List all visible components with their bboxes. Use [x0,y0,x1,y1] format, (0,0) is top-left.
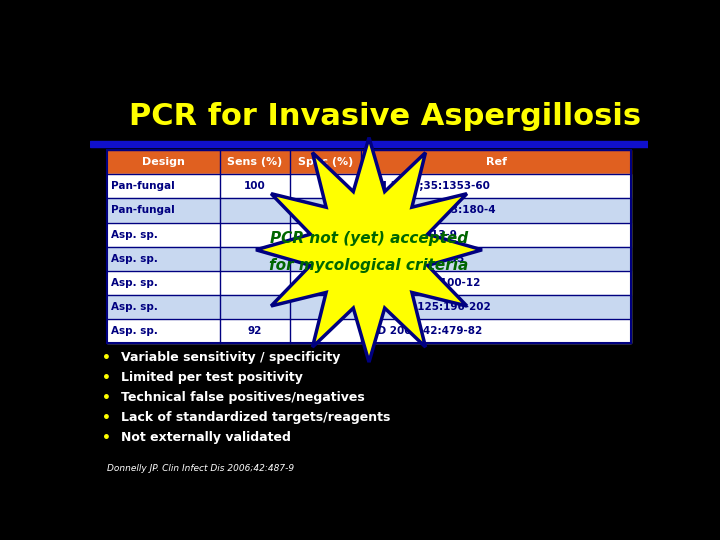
Text: •: • [102,391,111,405]
Text: CID 2006;42:479-82: CID 2006;42:479-82 [366,326,482,336]
Text: JCI 2004;125:196-202: JCI 2004;125:196-202 [366,302,491,312]
Text: Asp. sp.: Asp. sp. [111,302,158,312]
Text: Design: Design [142,157,184,167]
Text: 100: 100 [244,181,266,191]
Text: Variable sensitivity / specificity: Variable sensitivity / specificity [121,352,340,365]
Bar [107,174,631,198]
Bar [90,141,648,147]
Text: JID 2001;001100-12: JID 2001;001100-12 [366,278,481,288]
Text: PCR for Invasive Aspergillosis: PCR for Invasive Aspergillosis [129,102,642,131]
Text: for mycological criteria: for mycological criteria [269,258,469,273]
Text: Technical false positives/negatives: Technical false positives/negatives [121,392,364,404]
Text: •: • [102,431,111,445]
Text: Asp. sp.: Asp. sp. [111,326,158,336]
Text: 92: 92 [248,326,262,336]
Text: Asp. sp.: Asp. sp. [111,230,158,240]
Text: Pan-fungal: Pan-fungal [111,205,175,215]
Bar [107,198,631,222]
Text: Lack of standardized targets/reagents: Lack of standardized targets/reagents [121,411,390,424]
Text: Asp. sp.: Asp. sp. [111,254,158,264]
Text: Sens (%): Sens (%) [228,157,282,167]
Bar [107,247,631,271]
Bar [107,319,631,343]
Text: Asp. sp.: Asp. sp. [111,278,158,288]
Text: •: • [102,371,111,385]
Text: PCR not (yet) accepted: PCR not (yet) accepted [270,231,468,246]
Text: Limited per test positivity: Limited per test positivity [121,372,302,384]
Polygon shape [256,138,482,362]
Text: Ref: Ref [486,157,507,167]
Bar [107,150,631,343]
Text: Donnelly JP. Clin Infect Dis 2006;42:487-9: Donnelly JP. Clin Infect Dis 2006;42:487… [107,464,294,473]
Text: JCM 2000;713-9: JCM 2000;713-9 [366,230,457,240]
Text: Not externally validated: Not externally validated [121,431,291,444]
Text: 98: 98 [318,181,333,191]
Text: JCM 2003;428-35: JCM 2003;428-35 [366,254,465,264]
Text: JCM 1997;35:1353-60: JCM 1997;35:1353-60 [366,181,490,191]
Bar [107,271,631,295]
Text: Pan-fungal: Pan-fungal [111,181,175,191]
Bar [107,222,631,247]
Text: Spec (%): Spec (%) [298,157,354,167]
Text: •: • [102,351,111,365]
Text: 5: 5 [322,326,329,336]
Text: •: • [102,411,111,425]
Bar [107,150,631,174]
Bar [107,295,631,319]
Text: Blood 2001;113:180-4: Blood 2001;113:180-4 [366,205,495,215]
